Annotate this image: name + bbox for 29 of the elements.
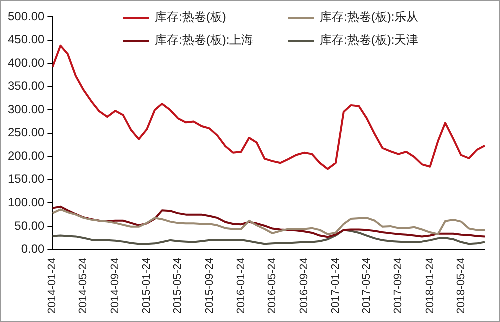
y-tick-label: 0.00 [21, 242, 46, 256]
x-tick-label: 2014-09-24 [110, 258, 122, 314]
x-tick-label: 2018-05-24 [455, 258, 468, 314]
y-tick-label: 50.00 [14, 218, 46, 233]
legend-label: 库存:热卷(板) [155, 9, 226, 26]
x-tick-label: 2017-01-24 [330, 258, 342, 314]
x-tick-label: 2016-01-24 [235, 258, 248, 314]
x-tick-label: 2015-05-24 [172, 258, 184, 314]
y-tick-label: 350.00 [8, 79, 46, 94]
x-tick-label: 2016-05-24 [266, 258, 279, 314]
legend-label: 库存:热卷(板):乐从 [320, 9, 419, 26]
x-tick-label: 2017-09-24 [392, 258, 405, 314]
x-tick-label: 2017-05-24 [360, 258, 373, 314]
x-tick-label: 2016-09-24 [298, 258, 310, 314]
y-tick-label: 100.00 [8, 196, 46, 210]
y-tick-label: 500.00 [8, 9, 46, 24]
y-tick-label: 450.00 [8, 32, 46, 47]
y-tick-label: 150.00 [8, 172, 46, 186]
x-tick-label: 2018-01-24 [424, 258, 436, 314]
x-tick-label: 2014-05-24 [78, 258, 90, 314]
y-tick-label: 300.00 [8, 102, 46, 116]
x-tick-label: 2015-09-24 [204, 258, 216, 314]
x-tick-label: 2014-01-24 [46, 258, 59, 314]
legend-label: 库存:热卷(板):天津 [320, 32, 419, 49]
y-tick-label: 250.00 [8, 126, 46, 140]
y-tick-label: 200.00 [8, 148, 46, 163]
x-tick-label: 2015-01-24 [141, 258, 154, 314]
legend-label: 库存:热卷(板):上海 [155, 32, 254, 49]
y-tick-label: 400.00 [8, 56, 46, 70]
